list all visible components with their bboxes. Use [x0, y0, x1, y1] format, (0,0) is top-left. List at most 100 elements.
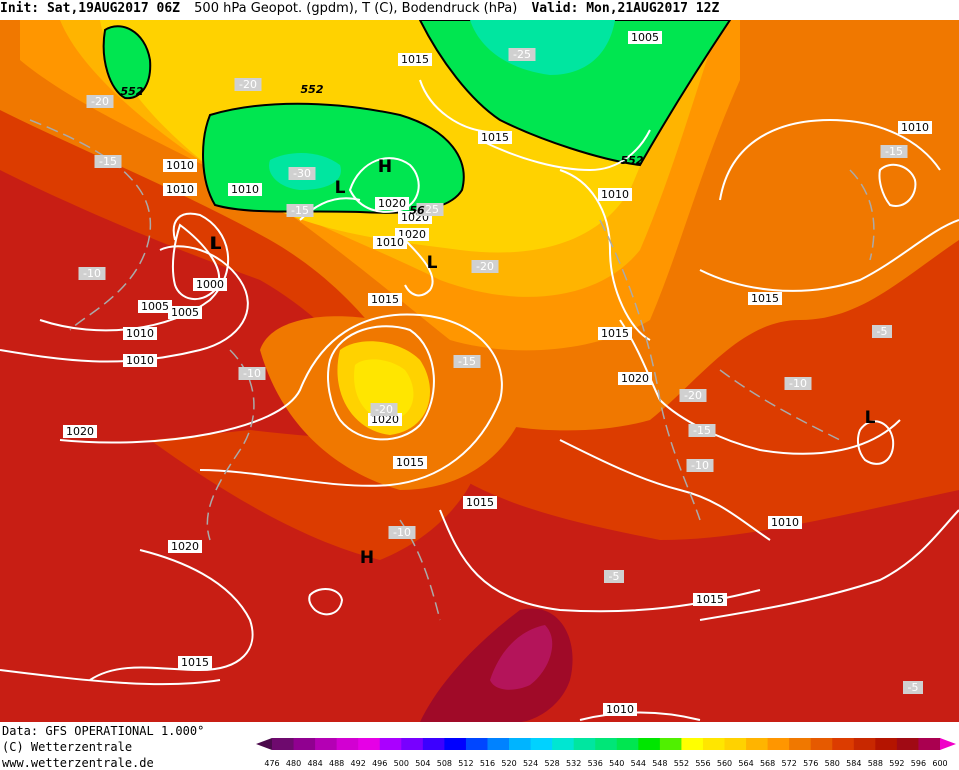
colorbar-swatch: [336, 738, 359, 750]
svg-text:-5: -5: [609, 570, 620, 583]
temperature-label: -20: [370, 403, 398, 416]
svg-text:1000: 1000: [196, 278, 224, 291]
pressure-label-group: 1005 1015 1010 1015 1010 1005 1010 1000 1005 1010…: [63, 31, 932, 716]
svg-text:-10: -10: [789, 377, 807, 390]
isobar-label: 1020: [618, 372, 652, 385]
svg-text:-15: -15: [693, 424, 711, 437]
svg-text:1010: 1010: [166, 183, 194, 196]
isobar-label: 1010: [768, 516, 802, 529]
temperature-label: -10: [238, 367, 266, 380]
isobar-label: 1015: [398, 53, 432, 66]
colorbar-swatch: [659, 738, 682, 750]
isobar-label: 1010: [123, 354, 157, 367]
chart-footer: Data: GFS OPERATIONAL 1.000° (C) Wetterz…: [0, 722, 959, 770]
svg-text:-25: -25: [513, 48, 531, 61]
low-pressure-center: L: [427, 253, 438, 273]
svg-text:-30: -30: [293, 167, 311, 180]
svg-text:-20: -20: [375, 403, 393, 416]
website-link[interactable]: www.wetterzentrale.de: [2, 756, 154, 770]
isobar-label: 1015: [748, 292, 782, 305]
isobar-label: 1010: [163, 183, 197, 196]
svg-text:1020: 1020: [171, 540, 199, 553]
colorbar-tick-label: 512: [458, 759, 473, 768]
temperature-label: -5: [604, 570, 624, 583]
colorbar-swatch: [465, 738, 488, 750]
colorbar-tick-label: 476: [264, 759, 279, 768]
svg-text:1020: 1020: [371, 413, 399, 426]
colorbar-tick-label: 524: [523, 759, 538, 768]
colorbar-tick-label: 488: [329, 759, 344, 768]
colorbar-tick-label: 564: [738, 759, 753, 768]
colorbar-swatch: [724, 738, 747, 750]
colorbar-swatch: [315, 738, 338, 750]
temperature-label: -15: [453, 355, 481, 368]
temperature-label: -30: [288, 167, 316, 180]
geopotential-fill-548-north: [418, 20, 732, 167]
geopotential-label: 56: [409, 204, 425, 217]
colorbar-swatch: [810, 738, 833, 750]
geopotential-fill-548-nw: [102, 25, 152, 100]
low-pressure-center: L: [210, 234, 221, 254]
colorbar-swatch: [487, 738, 510, 750]
low-pressure-center: L: [865, 408, 876, 428]
colorbar-swatch: [530, 738, 553, 750]
colorbar-swatch: [444, 738, 467, 750]
colorbar-tick-label: 560: [717, 759, 732, 768]
colorbar-swatch: [595, 738, 618, 750]
weather-map: 1005 1015 1010 1015 1010 1005 1010 1000 1005 1010…: [0, 20, 959, 722]
colorbar-tick-label: 588: [868, 759, 883, 768]
svg-text:-20: -20: [91, 95, 109, 108]
colorbar-swatch: [616, 738, 639, 750]
colorbar-tick-label: 492: [351, 759, 366, 768]
svg-text:1005: 1005: [171, 306, 199, 319]
colorbar-swatch: [746, 738, 769, 750]
colorbar-tick-label: 576: [803, 759, 818, 768]
colorbar-tick-label: 568: [760, 759, 775, 768]
chart-header: Init: Sat,19AUG2017 06Z 500 hPa Geopot. …: [0, 0, 959, 20]
colorbar-tick-label: 548: [652, 759, 667, 768]
colorbar-swatch: [509, 738, 532, 750]
high-pressure-center: H: [360, 548, 374, 568]
svg-text:-10: -10: [691, 459, 709, 472]
temperature-label: -15: [94, 155, 122, 168]
isobar-label: 1015: [178, 656, 212, 669]
temperature-label-group: -20 -20 -15 -30 -15 -25 -25 -20 -10 -15 -10 -20 -10 -…: [78, 48, 923, 694]
temperature-label: -20: [679, 389, 707, 402]
colorbar-tick-label: 600: [932, 759, 947, 768]
colorbar-arrow-low: [256, 738, 272, 750]
svg-text:1010: 1010: [166, 159, 194, 172]
temperature-label: -10: [78, 267, 106, 280]
isobar-label: 1020: [368, 413, 402, 426]
isobar-label: 1010: [598, 188, 632, 201]
colorbar-tick-label: 480: [286, 759, 301, 768]
colorbar-swatch: [767, 738, 790, 750]
colorbar-swatch: [918, 738, 941, 750]
svg-text:1020: 1020: [621, 372, 649, 385]
init-time: Init: Sat,19AUG2017 06Z: [0, 1, 181, 16]
temperature-label: -15: [286, 204, 314, 217]
temperature-label: -5: [903, 681, 923, 694]
isobar-label: 1005: [138, 300, 172, 313]
svg-text:-20: -20: [239, 78, 257, 91]
isobar-label: 1015: [693, 593, 727, 606]
colorbar-arrow-high: [940, 738, 956, 750]
svg-text:-5: -5: [877, 325, 888, 338]
colorbar-swatch: [272, 738, 295, 750]
isobar-label: 1020: [375, 197, 409, 210]
svg-text:-10: -10: [243, 367, 261, 380]
low-pressure-center: L: [211, 234, 222, 254]
svg-text:-15: -15: [885, 145, 903, 158]
colorbar-tick-label: 532: [566, 759, 581, 768]
colorbar-swatch: [638, 738, 661, 750]
colorbar-tick-label: 500: [394, 759, 409, 768]
isobar-label: 1020: [168, 540, 202, 553]
isobar-label: 1005: [168, 306, 202, 319]
svg-text:1015: 1015: [751, 292, 779, 305]
isobar-label: 1015: [368, 293, 402, 306]
temperature-label: -15: [880, 145, 908, 158]
svg-text:1010: 1010: [376, 236, 404, 249]
temperature-label: -10: [686, 459, 714, 472]
isobar-label: 1010: [228, 183, 262, 196]
colorbar-tick-label: 552: [674, 759, 689, 768]
